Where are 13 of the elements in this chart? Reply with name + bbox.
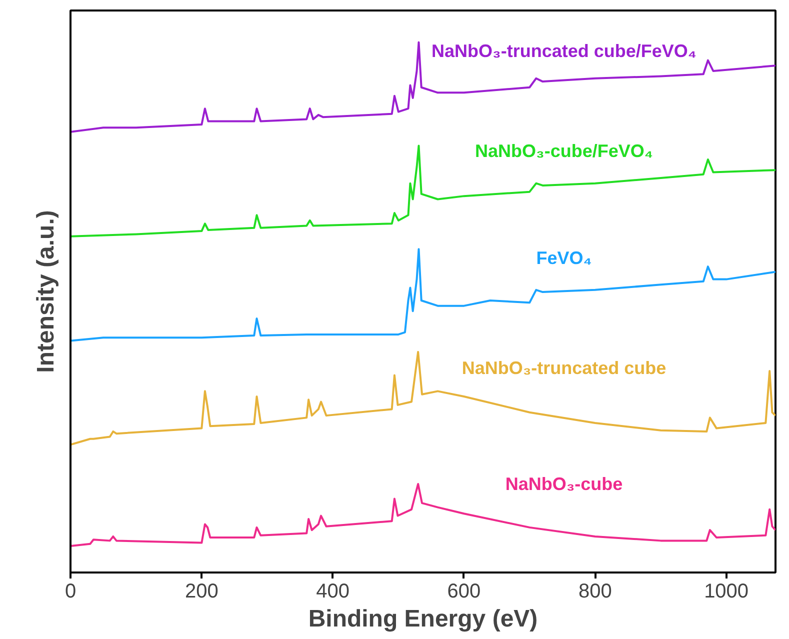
x-tick-label: 800	[578, 580, 612, 602]
x-tick-label: 200	[184, 580, 218, 602]
x-tick-label: 1000	[704, 580, 749, 602]
y-axis-title: Intensity (a.u.)	[32, 210, 60, 373]
series-label: NaNbO₃-truncated cube	[462, 358, 666, 378]
series-label: NaNbO₃-truncated cube/FeVO₄	[432, 40, 696, 61]
x-tick-label: 0	[64, 580, 76, 602]
series-label: NaNbO₃-cube	[505, 474, 623, 494]
x-tick-label: 600	[447, 580, 481, 602]
series-label: FeVO₄	[536, 248, 592, 268]
x-tick-label: 400	[316, 580, 350, 602]
x-axis-title: Binding Energy (eV)	[308, 606, 538, 632]
series-label: NaNbO₃-cube/FeVO₄	[475, 141, 653, 162]
